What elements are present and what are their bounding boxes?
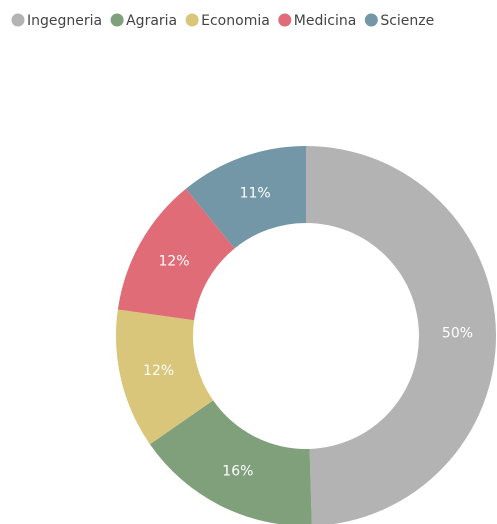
donut-slice (149, 400, 312, 524)
donut-slice (116, 309, 214, 445)
data-label: 50% (442, 326, 473, 342)
legend-label: Ingegneria (27, 13, 102, 29)
legend-swatch (185, 13, 199, 27)
legend-swatch (278, 13, 292, 27)
data-label: 12% (143, 363, 174, 379)
donut-slice (117, 188, 235, 321)
legend-label: Medicina (294, 13, 357, 29)
legend-label: Scienze (380, 13, 434, 29)
data-label: 11% (240, 185, 271, 201)
legend-swatch (364, 13, 378, 27)
donut-slice (306, 146, 496, 524)
legend-swatch (110, 13, 124, 27)
legend-label: Economia (201, 13, 270, 29)
donut-slice (185, 146, 306, 249)
data-label: 16% (222, 463, 253, 479)
legend-label: Agraria (126, 13, 177, 29)
legend-swatch (11, 13, 25, 27)
data-label: 12% (158, 254, 189, 270)
